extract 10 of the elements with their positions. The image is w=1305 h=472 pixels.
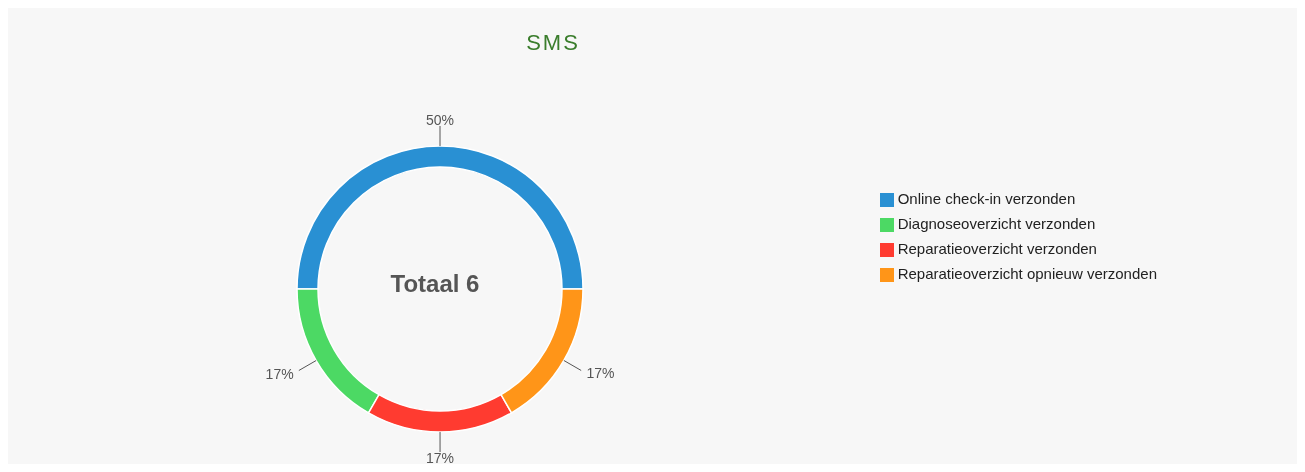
data-label: 17%: [426, 450, 455, 466]
legend-label: Reparatieoverzicht verzonden: [897, 240, 1097, 257]
chart-title: SMS: [525, 30, 581, 56]
data-label: 17%: [586, 365, 615, 382]
text: Totaal 6: [389, 270, 481, 298]
data-label: 17%: [265, 365, 294, 382]
legend-label: Online check-in verzonden: [897, 190, 1076, 207]
data-label: 50%: [425, 112, 455, 128]
legend-label: Diagnoseoverzicht verzonden: [897, 215, 1096, 232]
legend-label: Reparatieoverzicht opnieuw verzonden: [897, 265, 1157, 282]
